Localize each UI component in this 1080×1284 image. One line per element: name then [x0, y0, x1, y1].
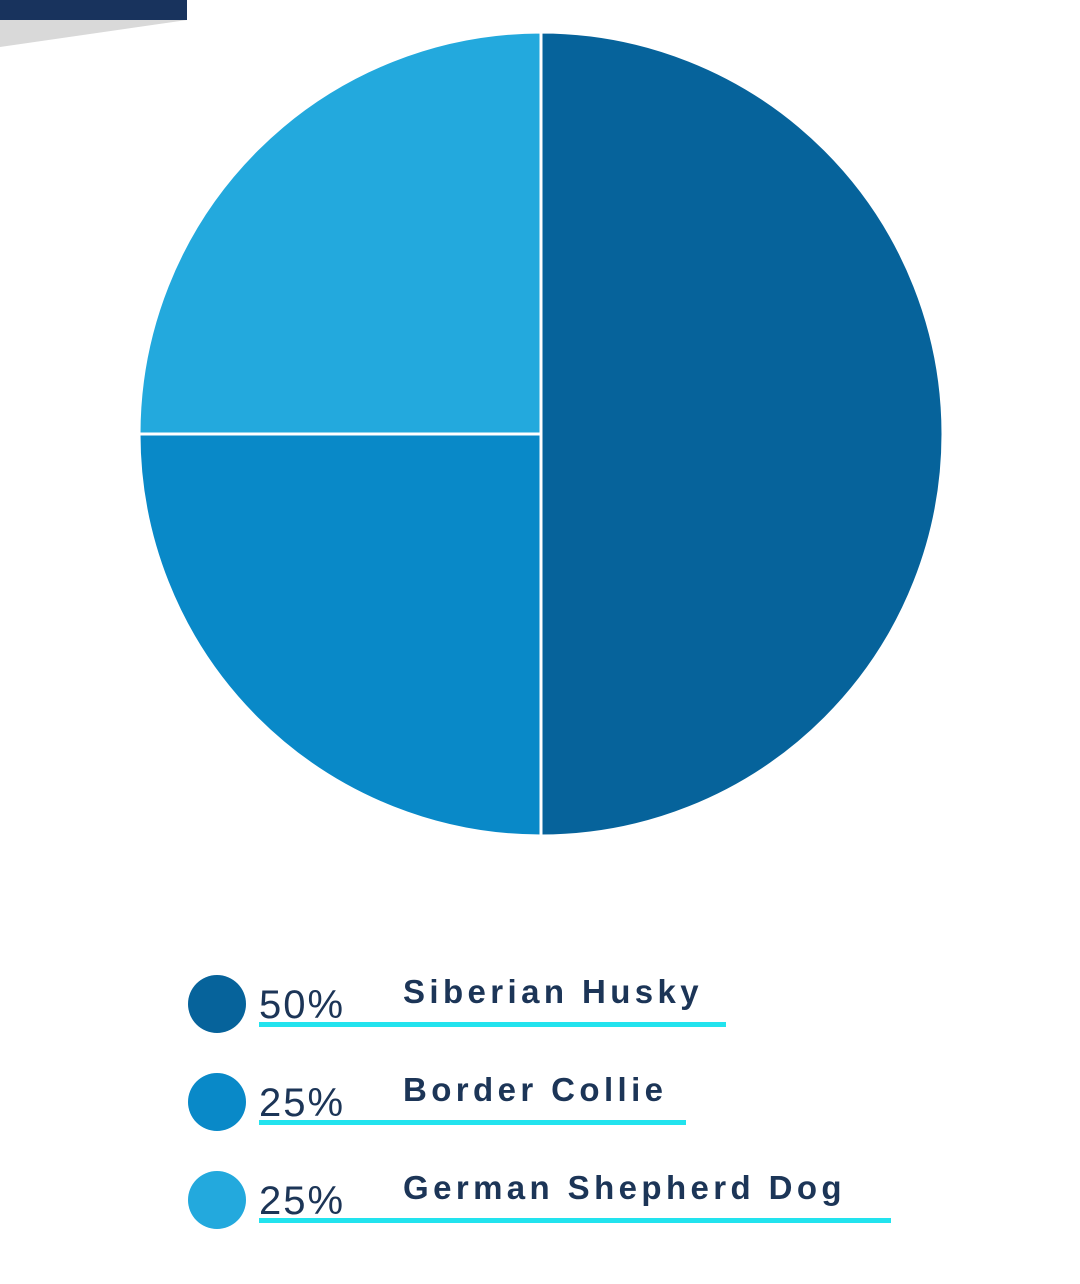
- legend-percent: 25%: [259, 1179, 346, 1223]
- legend-swatch: [188, 1171, 246, 1229]
- pie-slice-border-collie: [137, 432, 543, 838]
- legend-label: German Shepherd Dog: [403, 1169, 846, 1206]
- legend-percent: 25%: [259, 1081, 346, 1125]
- legend-underline: [259, 1120, 686, 1125]
- legend-swatch: [188, 975, 246, 1033]
- legend-underline: [259, 1022, 726, 1027]
- legend-underline: [259, 1218, 891, 1223]
- pie-slice-siberian-husky: [539, 30, 945, 838]
- header-bar: [0, 0, 187, 20]
- pie-slice-german-shepherd-dog: [137, 30, 543, 436]
- legend-item-border-collie: 25% Border Collie: [186, 1063, 986, 1133]
- pie-chart: [137, 30, 945, 838]
- legend-percent: 50%: [259, 983, 346, 1027]
- legend-item-siberian-husky: 50% Siberian Husky: [186, 965, 986, 1035]
- header-wedge: [0, 20, 187, 47]
- legend-label: Border Collie: [403, 1071, 668, 1108]
- legend-swatch: [188, 1073, 246, 1131]
- legend-item-german-shepherd-dog: 25% German Shepherd Dog: [186, 1161, 986, 1231]
- legend-label: Siberian Husky: [403, 973, 704, 1010]
